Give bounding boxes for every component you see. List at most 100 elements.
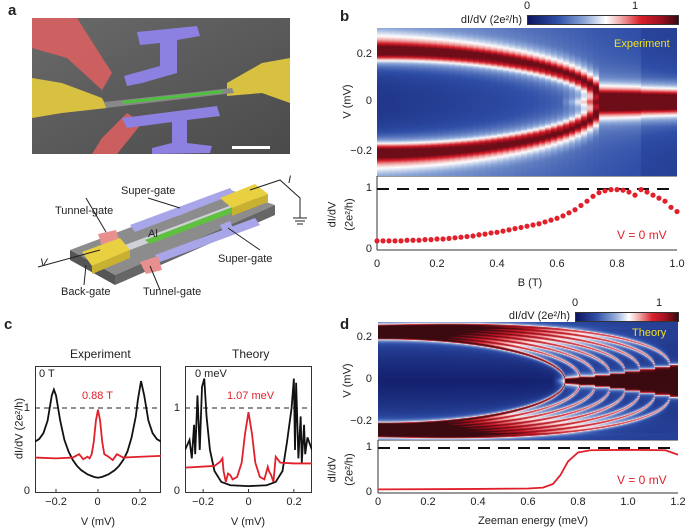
data-point xyxy=(566,210,572,216)
data-point xyxy=(548,217,554,223)
b-xtick: 0.6 xyxy=(549,258,565,270)
data-point xyxy=(632,192,638,198)
tunnel-gate-top-left xyxy=(32,18,112,90)
c-theory-plot xyxy=(185,366,312,493)
panel-d-label: d xyxy=(340,316,350,333)
c-right-black-label: 0 meV xyxy=(195,368,227,380)
data-point xyxy=(524,223,530,229)
data-point xyxy=(464,233,470,240)
d-xtick: 0 xyxy=(374,496,382,508)
lead-right xyxy=(227,58,290,103)
b-ytick: −0.2 xyxy=(350,145,372,157)
data-point xyxy=(584,198,590,204)
data-point xyxy=(494,229,500,235)
data-point xyxy=(440,236,446,242)
data-point xyxy=(578,202,584,209)
data-point xyxy=(602,188,608,194)
d-xtick: 1.0 xyxy=(620,496,636,508)
data-point xyxy=(560,213,566,219)
b-ytick: 0.2 xyxy=(356,48,372,60)
data-point xyxy=(410,237,416,243)
c-right-red-label: 1.07 meV xyxy=(227,390,275,402)
d-xtick: 0.8 xyxy=(570,496,586,508)
d-colorbar-tick-1: 1 xyxy=(656,297,663,309)
data-point xyxy=(404,237,410,243)
panel-a-label: a xyxy=(8,2,17,19)
label-tunnel-gate-bottom: Tunnel-gate xyxy=(143,286,202,298)
data-point xyxy=(650,192,656,198)
data-point xyxy=(662,198,668,204)
data-point xyxy=(506,227,512,233)
c-left-xtick: 0 xyxy=(94,496,101,508)
c-ytick: 1 xyxy=(23,402,30,414)
b-line-ytick: 1 xyxy=(365,182,372,194)
plot-frame xyxy=(35,366,161,493)
data-point xyxy=(458,234,464,240)
b-colorbar-tick-0: 0 xyxy=(524,0,531,12)
series-line xyxy=(185,378,312,488)
b-heatmap-annotation: Experiment xyxy=(614,38,670,50)
d-xtick: 0.2 xyxy=(420,496,436,508)
c-ytick: 1 xyxy=(173,402,180,414)
label-i: I xyxy=(288,174,292,186)
data-point xyxy=(500,228,506,234)
data-point xyxy=(626,189,632,195)
label-super-gate-bottom: Super-gate xyxy=(218,253,273,265)
label-v: V xyxy=(40,257,48,269)
d-heatmap xyxy=(378,322,678,440)
c-ylabel: dI/dV (2e²/h) xyxy=(13,397,26,460)
data-line xyxy=(377,448,679,491)
data-point xyxy=(482,231,488,237)
data-point xyxy=(422,237,428,243)
data-point xyxy=(470,233,476,239)
super-gate-top xyxy=(124,26,200,86)
d-xtick: 1.2 xyxy=(670,496,685,508)
d-line-ytick: 0 xyxy=(365,486,372,498)
data-point xyxy=(392,238,398,244)
b-ytick: 0 xyxy=(365,95,372,107)
data-point xyxy=(668,204,674,210)
b-colorbar-tick-1: 1 xyxy=(632,0,639,12)
c-left-red-label: 0.88 T xyxy=(82,390,113,402)
data-point xyxy=(452,235,458,241)
series-line xyxy=(35,380,161,479)
data-point xyxy=(542,219,548,225)
d-heatmap-annotation: Theory xyxy=(632,327,667,339)
panel-c-label: c xyxy=(4,316,13,333)
b-xtick: 0.4 xyxy=(489,258,505,270)
scale-bar xyxy=(232,146,270,149)
d-ytick: 0 xyxy=(365,373,372,385)
lead-left xyxy=(32,78,107,118)
d-line-annotation: V = 0 mV xyxy=(617,473,667,487)
c-right-title: Theory xyxy=(232,347,270,361)
data-point xyxy=(386,238,392,244)
label-al: Al xyxy=(148,228,158,240)
data-point xyxy=(590,193,596,199)
sem-micrograph xyxy=(32,18,290,154)
plot-frame xyxy=(185,366,312,493)
c-right-xtick: 0 xyxy=(245,496,252,508)
data-point xyxy=(656,195,662,201)
d-line-ylabel-2: (2e²/h) xyxy=(343,453,356,486)
label-super-gate-top: Super-gate xyxy=(121,185,176,197)
b-heatmap-ylabel: V (mV) xyxy=(341,84,354,119)
label-tunnel-gate-top: Tunnel-gate xyxy=(55,205,114,217)
data-point xyxy=(518,224,524,231)
d-line-ylabel-1: dI/dV xyxy=(326,456,339,483)
al-shell xyxy=(122,90,223,104)
data-point xyxy=(644,189,650,195)
c-right-xtick: −0.2 xyxy=(192,496,214,508)
panel-b-label: b xyxy=(340,8,350,25)
c-right-xtick: 0.2 xyxy=(286,496,302,508)
data-point xyxy=(398,238,404,244)
b-heatmap xyxy=(377,28,677,176)
data-point xyxy=(530,222,536,228)
d-ytick: −0.2 xyxy=(350,415,372,427)
data-point xyxy=(416,237,422,243)
series-line xyxy=(185,412,312,483)
b-colorbar xyxy=(527,15,679,25)
b-line-ylabel-2: (2e²/h) xyxy=(343,198,356,231)
data-point xyxy=(536,221,542,227)
data-point xyxy=(512,226,518,232)
b-line-annotation: V = 0 mV xyxy=(617,228,667,242)
